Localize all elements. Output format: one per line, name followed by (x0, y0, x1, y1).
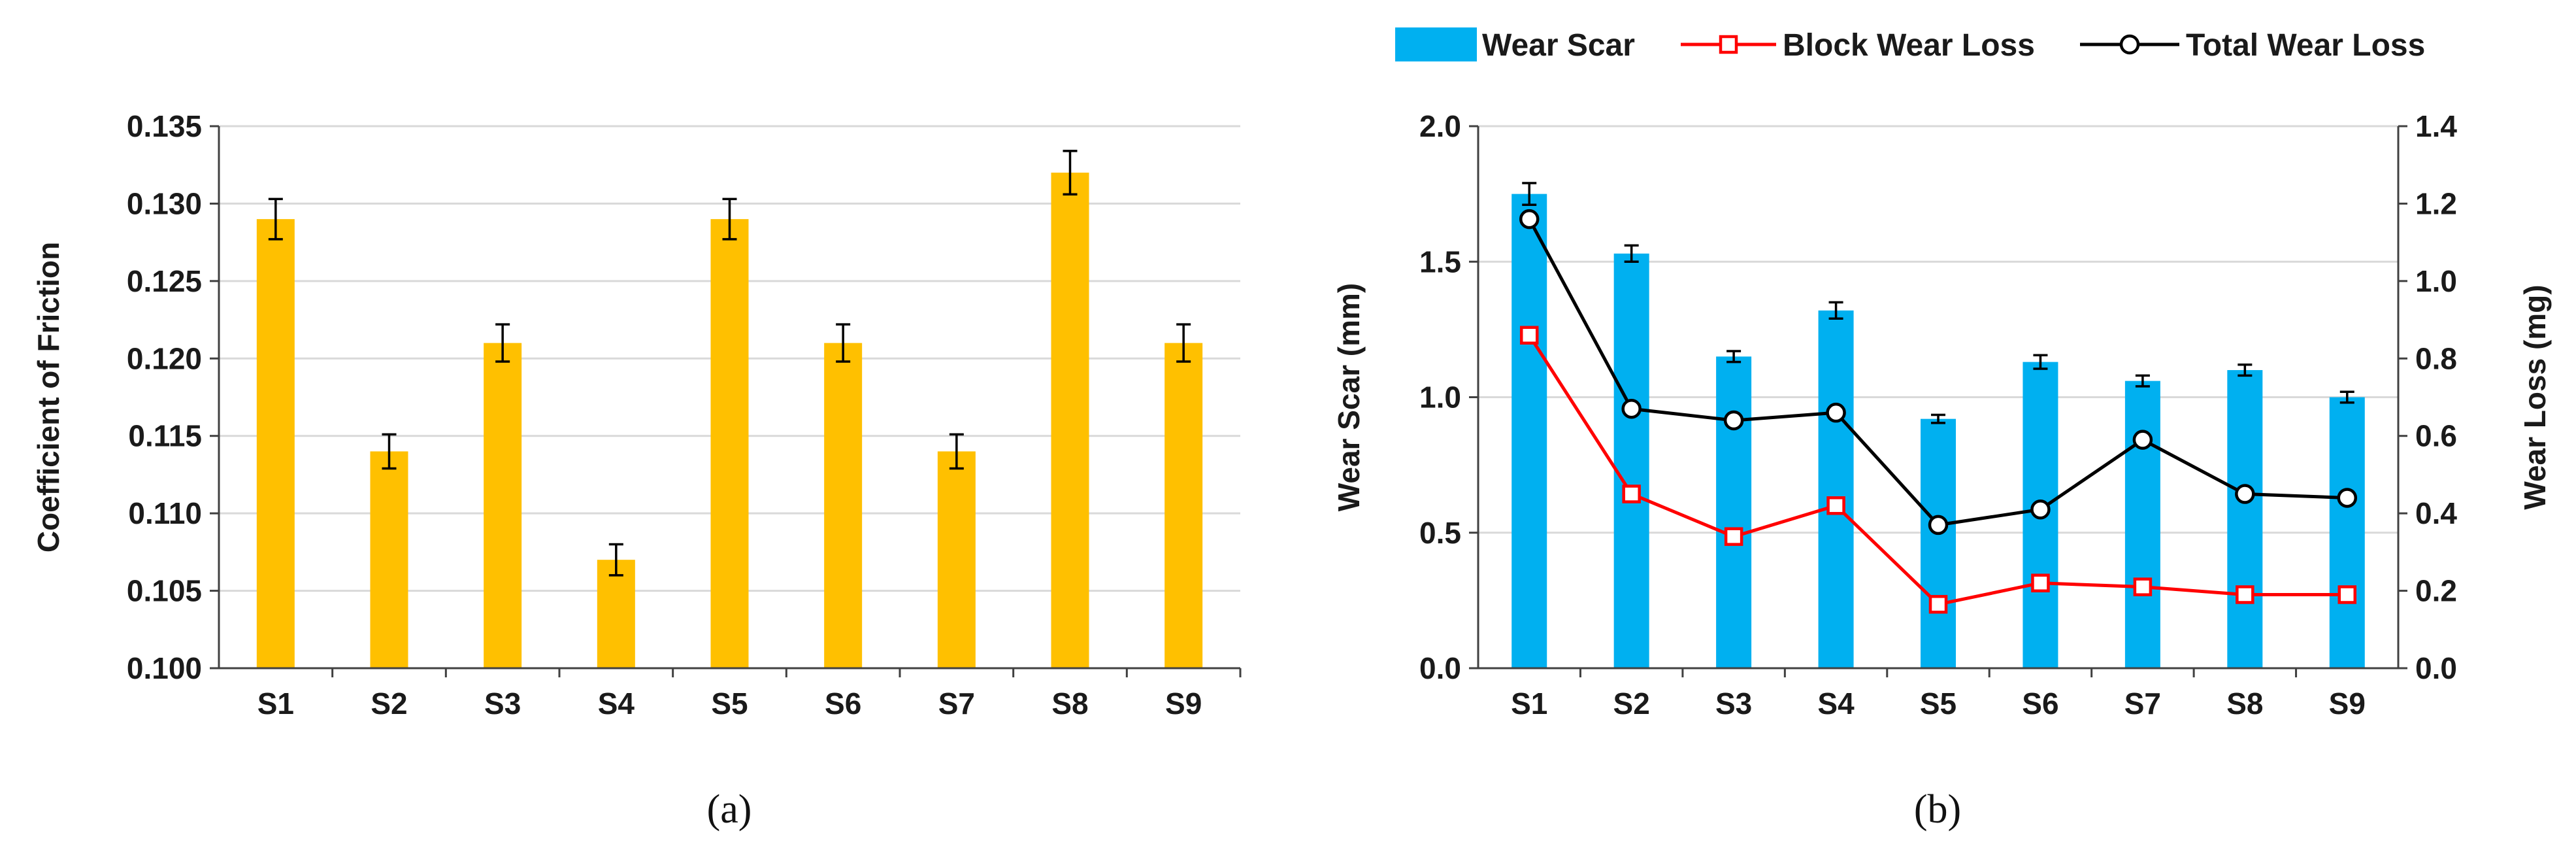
panel-b-left-tick-label: 1.0 (1419, 381, 1461, 415)
friction-bar (710, 219, 749, 669)
wear-scar-bar (1818, 310, 1854, 668)
panel-b-left-tick-label: 0.5 (1419, 516, 1461, 550)
friction-bar (256, 219, 295, 669)
panel-b-x-tick-label: S7 (2124, 687, 2161, 721)
panel-b-right-tick-label: 1.0 (2415, 264, 2457, 298)
panel-b-right-tick-label: 0.0 (2415, 651, 2457, 685)
panel-a-caption: (a) (707, 787, 752, 832)
wear-scar-bar (2329, 397, 2365, 668)
total-wear-loss-marker (2030, 499, 2051, 520)
panel-b-x-tick-label: S3 (1715, 687, 1752, 721)
block-wear-loss-marker (2337, 585, 2357, 604)
total-wear-loss-marker (2337, 488, 2358, 508)
panel-b-tick-labels: 0.0 0.5 1.0 1.5 2.0 0.0 0.2 0.4 0.6 0.8 1.0 1.2 1.4 S… (1419, 109, 2457, 721)
friction-bar (1164, 343, 1203, 668)
friction-bar (370, 451, 408, 668)
block-wear-loss-marker (1928, 595, 1948, 614)
legend-label-total-wear-loss: Total Wear Loss (2186, 28, 2425, 63)
panel-a-x-tick-label: S1 (257, 687, 294, 721)
panel-a-x-tick-label: S5 (711, 687, 748, 721)
panel-b-right-tick-label: 0.6 (2415, 419, 2457, 453)
panel-a-y-tick-label: 0.100 (127, 651, 202, 685)
total-wear-loss-marker (1519, 209, 1540, 229)
total-wear-loss-marker (2132, 430, 2153, 450)
total-wear-loss-marker (1928, 515, 1949, 535)
panel-a-y-axis-title: Coefficient of Friction (31, 242, 65, 552)
legend-marker-block-wear-loss (1719, 35, 1738, 54)
panel-b-axes (1469, 125, 2407, 677)
panel-b-left-tick-label: 0.0 (1419, 651, 1461, 685)
legend-label-wear-scar: Wear Scar (1482, 28, 1635, 63)
block-wear-loss-marker (1622, 484, 1641, 503)
panel-a-x-tick-label: S8 (1051, 687, 1088, 721)
block-wear-loss-marker (1826, 496, 1845, 515)
friction-bar (824, 343, 863, 668)
panel-a-y-tick-label: 0.125 (127, 264, 202, 298)
panel-a-bars (256, 150, 1203, 669)
panel-a-x-tick-label: S3 (484, 687, 521, 721)
panel-b-x-tick-label: S8 (2226, 687, 2263, 721)
panel-a-y-tick-label: 0.120 (127, 341, 202, 375)
total-wear-loss-marker (2235, 484, 2255, 504)
panel-a-friction-chart: 0.100 0.105 0.110 0.115 0.120 0.125 0.130 0.135… (31, 109, 1242, 832)
panel-a-tick-labels: 0.100 0.105 0.110 0.115 0.120 0.125 0.130 0.135… (127, 109, 1202, 721)
panel-b-right-tick-label: 0.8 (2415, 341, 2457, 375)
panel-b-wear-chart: Wear Scar Block Wear Loss Total Wear Loss … (1332, 27, 2552, 832)
panel-b-bars (1511, 182, 2365, 668)
panel-a-y-tick-label: 0.105 (127, 574, 202, 608)
panel-a-x-tick-label: S9 (1165, 687, 1202, 721)
legend-swatch-wear-scar (1395, 27, 1477, 61)
wear-scar-bar (1921, 418, 1956, 668)
panel-b-left-axis-title: Wear Scar (mm) (1332, 283, 1366, 511)
legend-marker-total-wear-loss (2119, 34, 2140, 55)
block-wear-loss-marker (2031, 573, 2050, 592)
friction-bar (597, 560, 635, 668)
panel-b-lines (1519, 209, 2358, 614)
panel-b-right-tick-label: 0.4 (2415, 496, 2457, 530)
block-wear-loss-marker (2133, 577, 2153, 596)
wear-scar-bar (1511, 194, 1547, 668)
panel-a-axes (210, 125, 1242, 677)
total-wear-loss-marker (1826, 402, 1846, 423)
panel-b-right-tick-label: 1.4 (2415, 109, 2457, 143)
panel-b-x-tick-label: S6 (2022, 687, 2058, 721)
wear-scar-bar (2124, 381, 2160, 668)
panel-b-left-tick-label: 2.0 (1419, 109, 1461, 143)
panel-b-right-tick-label: 0.2 (2415, 574, 2457, 608)
wear-scar-bar (1613, 253, 1649, 668)
panel-a-x-tick-label: S4 (598, 687, 635, 721)
panel-a-y-tick-label: 0.110 (128, 496, 202, 530)
total-wear-loss-marker (1621, 399, 1642, 419)
panel-b-caption: (b) (1914, 787, 1961, 832)
block-wear-loss-marker (2236, 585, 2254, 604)
block-wear-loss-marker (1519, 326, 1539, 345)
panel-b-right-tick-label: 1.2 (2415, 186, 2457, 220)
panel-b-x-tick-label: S9 (2329, 687, 2366, 721)
panel-b-x-tick-label: S1 (1511, 687, 1547, 721)
panel-b-left-tick-label: 1.5 (1419, 245, 1461, 279)
total-wear-loss-marker (1723, 410, 1744, 431)
wear-scar-bar (2227, 370, 2263, 668)
block-wear-loss-marker (1724, 527, 1743, 546)
panel-a-y-tick-label: 0.130 (127, 186, 202, 220)
wear-scar-bar (1716, 356, 1752, 668)
panel-b-right-axis-title: Wear Loss (mg) (2518, 284, 2552, 509)
panel-b-x-tick-label: S5 (1920, 687, 1957, 721)
legend-label-block-wear-loss: Block Wear Loss (1783, 28, 2035, 63)
panel-a-y-tick-label: 0.115 (128, 419, 202, 453)
panel-b-x-tick-label: S4 (1817, 687, 1855, 721)
panel-b-x-tick-label: S2 (1613, 687, 1650, 721)
panel-a-x-tick-label: S7 (938, 687, 975, 721)
friction-bar (937, 451, 976, 668)
panel-a-y-tick-label: 0.135 (127, 109, 202, 143)
panel-b-legend: Wear Scar Block Wear Loss Total Wear Loss (1395, 27, 2425, 63)
panel-a-x-tick-label: S6 (825, 687, 861, 721)
friction-bar (484, 343, 522, 668)
panel-a-x-tick-label: S2 (371, 687, 407, 721)
friction-bar (1051, 173, 1089, 668)
